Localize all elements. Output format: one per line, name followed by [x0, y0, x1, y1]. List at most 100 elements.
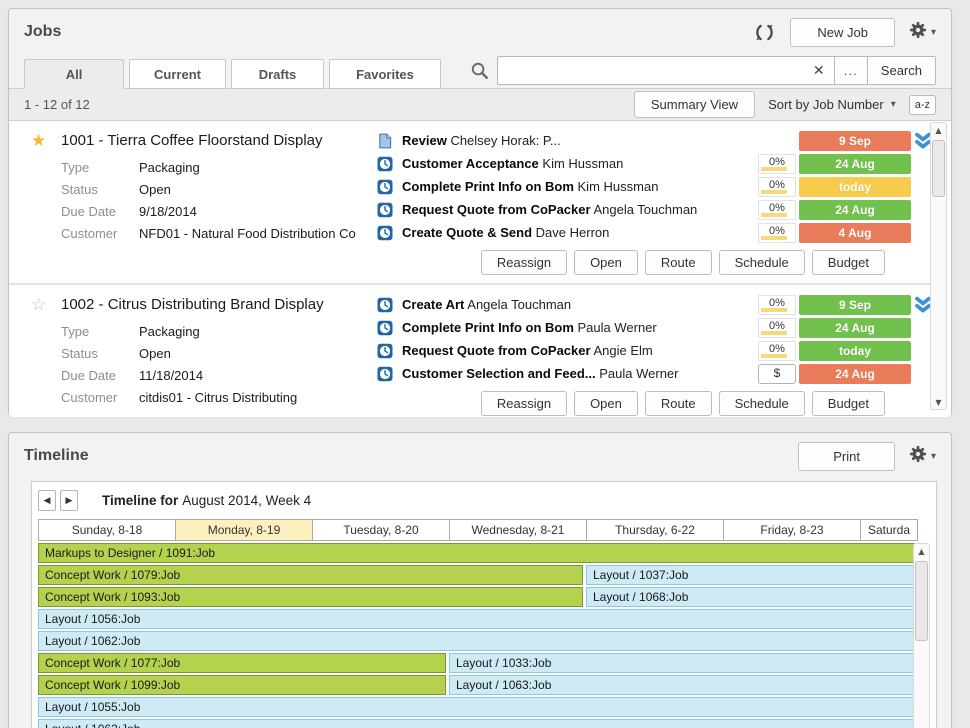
- timeline-bar[interactable]: Layout / 1068:Job: [586, 587, 915, 607]
- job-actions: Reassign Open Route Schedule Budget: [377, 250, 885, 275]
- route-button[interactable]: Route: [644, 391, 712, 416]
- task-label: Customer Acceptance Kim Hussman: [402, 156, 758, 171]
- timeline-bar[interactable]: Layout / 1062:Job: [38, 719, 915, 728]
- task-name: Create Quote & Send: [402, 225, 533, 240]
- sort-dropdown[interactable]: Sort by Job Number ▾: [768, 97, 896, 112]
- timeline-bar[interactable]: Concept Work / 1093:Job: [38, 587, 583, 607]
- tab-all[interactable]: All: [24, 59, 124, 89]
- task-name: Customer Acceptance: [402, 156, 539, 171]
- day-header-cell[interactable]: Monday, 8-19: [175, 519, 312, 541]
- search-input[interactable]: [498, 57, 804, 84]
- timeline-scrollbar-thumb[interactable]: [915, 561, 928, 641]
- timeline-bar[interactable]: Markups to Designer / 1091:Job: [38, 543, 915, 563]
- tab-drafts[interactable]: Drafts: [231, 59, 324, 89]
- jobs-meta-row: 1 - 12 of 12 Summary View Sort by Job Nu…: [9, 88, 951, 121]
- budget-dollar-button[interactable]: $: [758, 363, 796, 384]
- reassign-button[interactable]: Reassign: [480, 250, 568, 275]
- job-actions: Reassign Open Route Schedule Budget: [377, 391, 885, 416]
- next-week-button[interactable]: ▶: [60, 490, 78, 511]
- star-icon[interactable]: ☆: [31, 295, 47, 315]
- clock-icon: [377, 297, 393, 313]
- field-value: 9/18/2014: [139, 204, 197, 219]
- progress-bar: [761, 166, 787, 171]
- scroll-up-icon[interactable]: ▲: [935, 126, 942, 135]
- day-header-cell[interactable]: Wednesday, 8-21: [449, 519, 586, 541]
- clock-icon: [377, 320, 393, 336]
- task-row: Review Chelsey Horak: P... 9 Sep: [377, 129, 911, 152]
- progress-bar: [761, 235, 787, 240]
- search-button[interactable]: Search: [866, 57, 935, 84]
- scroll-up-icon[interactable]: ▲: [918, 547, 925, 556]
- progress-value: 0%: [769, 155, 785, 168]
- open-button[interactable]: Open: [574, 250, 638, 275]
- timeline-bar[interactable]: Layout / 1063:Job: [449, 675, 915, 695]
- timeline-bar[interactable]: Layout / 1033:Job: [449, 653, 915, 673]
- timeline-bar[interactable]: Layout / 1056:Job: [38, 609, 915, 629]
- timeline-bar[interactable]: Concept Work / 1077:Job: [38, 653, 446, 673]
- chevron-double-down-icon[interactable]: [913, 296, 933, 314]
- task-name: Complete Print Info on Bom: [402, 179, 574, 194]
- summary-view-button[interactable]: Summary View: [633, 91, 756, 118]
- day-header-cell[interactable]: Friday, 8-23: [723, 519, 860, 541]
- jobs-panel: Jobs New Job: [8, 8, 952, 417]
- task-assignee: Angie Elm: [593, 343, 653, 358]
- due-badge: 24 Aug: [799, 317, 911, 338]
- search-more-button[interactable]: ...: [833, 57, 867, 84]
- clear-search-icon[interactable]: ✕: [812, 62, 825, 79]
- field-value: Open: [139, 346, 171, 361]
- task-label: Complete Print Info on Bom Kim Hussman: [402, 179, 758, 194]
- timeline-bar[interactable]: Layout / 1037:Job: [586, 565, 915, 585]
- timeline-bar[interactable]: Concept Work / 1099:Job: [38, 675, 446, 695]
- jobs-scrollbar-thumb[interactable]: [932, 140, 945, 197]
- timeline-bar[interactable]: Concept Work / 1079:Job: [38, 565, 583, 585]
- field-value: Packaging: [139, 324, 200, 339]
- timeline-row: Layout / 1062:Job: [38, 719, 918, 728]
- star-icon[interactable]: ★: [31, 131, 47, 151]
- field-value: NFD01 - Natural Food Distribution Co: [139, 226, 356, 241]
- task-assignee: Dave Herron: [535, 225, 610, 240]
- timeline-scrollbar[interactable]: ▲: [913, 543, 930, 728]
- due-badge: 24 Aug: [799, 153, 911, 174]
- job-title: 1002 - Citrus Distributing Brand Display: [61, 296, 324, 313]
- refresh-icon[interactable]: [753, 21, 776, 44]
- tab-current[interactable]: Current: [129, 59, 226, 89]
- jobs-scrollbar[interactable]: ▲ ▼: [930, 122, 947, 410]
- budget-button[interactable]: Budget: [811, 250, 885, 275]
- open-button[interactable]: Open: [574, 391, 638, 416]
- tab-favorites[interactable]: Favorites: [329, 59, 441, 89]
- timeline-week-label: August 2014, Week 4: [182, 493, 312, 508]
- timeline-bar[interactable]: Layout / 1055:Job: [38, 697, 915, 717]
- day-header-cell[interactable]: Tuesday, 8-20: [312, 519, 449, 541]
- task-row: Complete Print Info on Bom Kim Hussman 0%…: [377, 175, 911, 198]
- task-label: Create Art Angela Touchman: [402, 297, 758, 312]
- jobs-settings-menu[interactable]: ▾: [909, 21, 936, 44]
- field-label: Status: [61, 346, 98, 361]
- task-label: Request Quote from CoPacker Angela Touch…: [402, 202, 758, 217]
- prev-week-button[interactable]: ◀: [38, 490, 56, 511]
- field-label: Due Date: [61, 204, 116, 219]
- route-button[interactable]: Route: [644, 250, 712, 275]
- due-badge: 24 Aug: [799, 363, 911, 384]
- scroll-down-icon[interactable]: ▼: [935, 398, 942, 407]
- schedule-button[interactable]: Schedule: [718, 250, 805, 275]
- day-header-cell[interactable]: Sunday, 8-18: [38, 519, 175, 541]
- task-assignee: Paula Werner: [577, 320, 657, 335]
- day-header-cell[interactable]: Saturda: [860, 519, 918, 541]
- print-button[interactable]: Print: [798, 441, 895, 471]
- task-progress: 0%: [758, 340, 796, 361]
- task-progress: 0%: [758, 199, 796, 220]
- timeline-bar[interactable]: Layout / 1062:Job: [38, 631, 915, 651]
- new-job-button[interactable]: New Job: [790, 17, 895, 47]
- timeline-row: Markups to Designer / 1091:Job: [38, 543, 918, 565]
- due-badge: today: [799, 340, 911, 361]
- sort-direction-button[interactable]: a-z: [908, 94, 936, 115]
- budget-button[interactable]: Budget: [811, 391, 885, 416]
- reassign-button[interactable]: Reassign: [480, 391, 568, 416]
- day-header-cell[interactable]: Thursday, 6-22: [586, 519, 723, 541]
- chevron-double-down-icon[interactable]: [913, 132, 933, 150]
- timeline-settings-menu[interactable]: ▾: [909, 445, 936, 468]
- schedule-button[interactable]: Schedule: [718, 391, 805, 416]
- task-label: Customer Selection and Feed... Paula Wer…: [402, 366, 758, 381]
- due-badge: 9 Sep: [799, 130, 911, 151]
- task-progress: 0%: [758, 317, 796, 338]
